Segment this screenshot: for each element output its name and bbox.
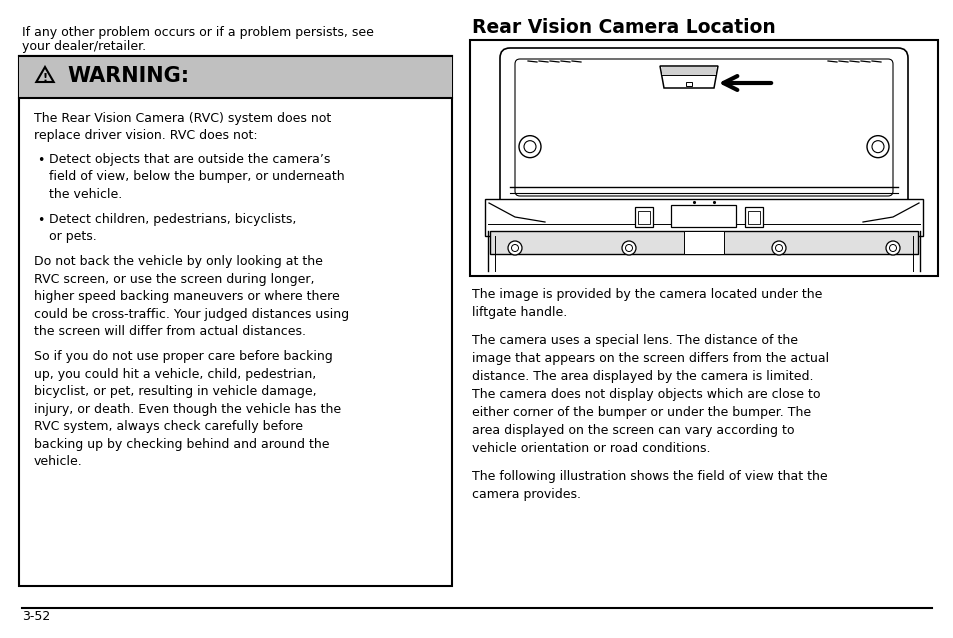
Bar bbox=[19, 56, 452, 98]
Bar bbox=[490, 231, 917, 254]
Circle shape bbox=[771, 241, 785, 255]
Text: The camera uses a special lens. The distance of the
image that appears on the sc: The camera uses a special lens. The dist… bbox=[472, 334, 828, 455]
Text: If any other problem occurs or if a problem persists, see: If any other problem occurs or if a prob… bbox=[22, 26, 374, 39]
Bar bbox=[683, 231, 723, 254]
Circle shape bbox=[866, 136, 888, 158]
Circle shape bbox=[625, 244, 632, 251]
Text: •: • bbox=[37, 214, 45, 226]
Text: your dealer/retailer.: your dealer/retailer. bbox=[22, 40, 146, 53]
Bar bbox=[744, 207, 762, 226]
Circle shape bbox=[885, 241, 899, 255]
Polygon shape bbox=[659, 66, 718, 88]
Text: The Rear Vision Camera (RVC) system does not
replace driver vision. RVC does not: The Rear Vision Camera (RVC) system does… bbox=[34, 112, 331, 142]
Circle shape bbox=[518, 136, 540, 158]
Text: Detect objects that are outside the camera’s
field of view, below the bumper, or: Detect objects that are outside the came… bbox=[49, 152, 344, 201]
Text: !: ! bbox=[42, 73, 48, 83]
Bar bbox=[638, 211, 649, 223]
Polygon shape bbox=[36, 67, 53, 82]
Bar bbox=[470, 40, 937, 276]
Circle shape bbox=[621, 241, 636, 255]
Text: So if you do not use proper care before backing
up, you could hit a vehicle, chi: So if you do not use proper care before … bbox=[34, 350, 341, 468]
Text: The image is provided by the camera located under the
liftgate handle.: The image is provided by the camera loca… bbox=[472, 288, 821, 319]
Circle shape bbox=[871, 140, 883, 152]
Bar bbox=[685, 82, 691, 86]
Circle shape bbox=[511, 244, 518, 251]
FancyBboxPatch shape bbox=[515, 59, 892, 196]
Bar bbox=[635, 207, 652, 226]
Bar bbox=[671, 205, 736, 226]
Bar bbox=[747, 211, 760, 223]
Text: WARNING:: WARNING: bbox=[67, 66, 189, 86]
Bar bbox=[484, 199, 923, 236]
Text: The following illustration shows the field of view that the
camera provides.: The following illustration shows the fie… bbox=[472, 470, 827, 501]
Text: Detect children, pedestrians, bicyclists,
or pets.: Detect children, pedestrians, bicyclists… bbox=[49, 213, 296, 243]
Circle shape bbox=[507, 241, 521, 255]
Circle shape bbox=[888, 244, 896, 251]
Text: Rear Vision Camera Location: Rear Vision Camera Location bbox=[472, 18, 775, 37]
Bar bbox=[19, 56, 452, 586]
Text: Do not back the vehicle by only looking at the
RVC screen, or use the screen dur: Do not back the vehicle by only looking … bbox=[34, 255, 349, 339]
FancyBboxPatch shape bbox=[499, 48, 907, 211]
Circle shape bbox=[523, 140, 536, 152]
Text: 3-52: 3-52 bbox=[22, 610, 51, 623]
Bar bbox=[661, 67, 716, 75]
Text: •: • bbox=[37, 154, 45, 167]
Circle shape bbox=[775, 244, 781, 251]
